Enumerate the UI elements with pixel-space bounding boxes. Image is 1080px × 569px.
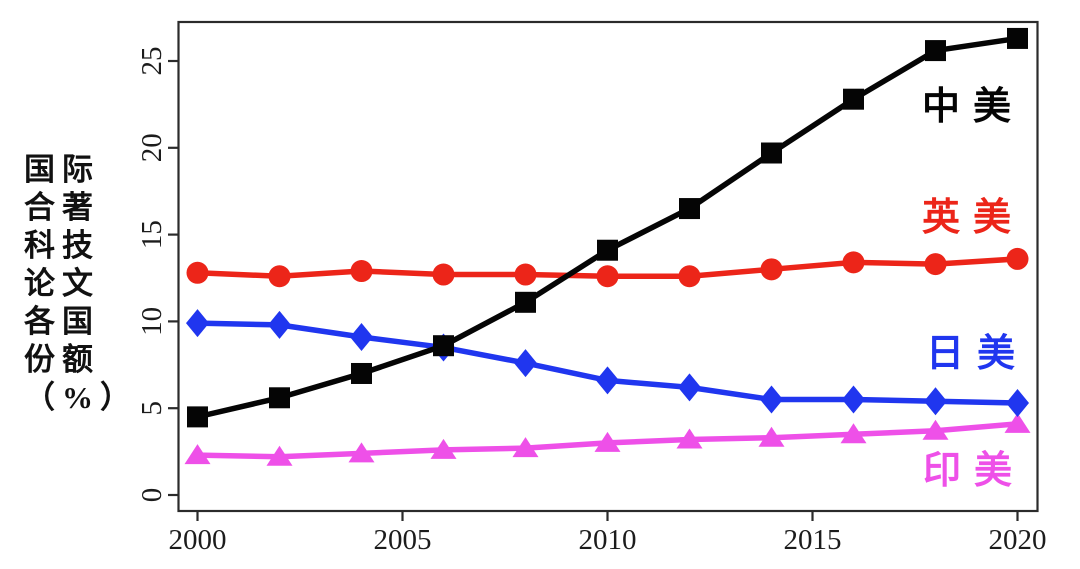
data-point-triangle	[594, 431, 621, 452]
data-point-square	[761, 142, 782, 164]
data-point-triangle	[348, 442, 375, 463]
data-point-diamond	[514, 349, 537, 378]
x-axis-tick-label: 2015	[784, 524, 842, 556]
data-point-square	[351, 362, 372, 384]
data-point-diamond	[678, 373, 701, 402]
x-axis-tick-label: 2000	[169, 524, 227, 556]
data-point-square	[269, 387, 290, 409]
data-point-triangle	[676, 428, 703, 449]
data-point-square	[187, 406, 208, 428]
legend-label: 日美	[926, 333, 1028, 375]
y-axis-tick-label: 0	[136, 488, 168, 503]
series-line-square	[196, 35, 1018, 420]
x-axis-tick-label: 2010	[579, 524, 637, 556]
data-point-triangle	[840, 423, 867, 444]
data-point-square	[925, 40, 946, 62]
data-point-triangle	[758, 426, 785, 447]
y-axis-tick-label: 25	[136, 47, 168, 76]
data-point-square	[433, 335, 454, 357]
data-point-triangle	[922, 419, 949, 440]
legend-label: 印美	[923, 450, 1025, 492]
data-point-circle	[350, 260, 373, 283]
y-axis-tick-label: 20	[136, 133, 168, 162]
y-axis-tick-label: 10	[136, 307, 168, 336]
data-point-triangle	[266, 445, 293, 466]
y-axis-title-line: （%）	[24, 380, 138, 415]
data-point-diamond	[350, 323, 373, 352]
data-point-circle	[596, 265, 619, 288]
data-point-circle	[514, 263, 537, 286]
data-point-triangle	[430, 438, 457, 459]
data-point-diamond	[268, 310, 291, 339]
y-axis-title: 国际 合著 科技 论文 各国 份额 （%）	[24, 151, 138, 417]
data-point-circle	[760, 258, 783, 281]
data-point-triangle	[184, 444, 211, 465]
data-point-circle	[186, 261, 209, 284]
data-point-circle	[842, 251, 865, 274]
data-point-diamond	[186, 309, 209, 338]
data-point-square	[843, 88, 864, 110]
y-axis-title-line: 各国	[24, 304, 100, 339]
data-point-triangle	[512, 437, 539, 458]
data-point-circle	[268, 265, 291, 288]
y-axis-title-line: 国际	[24, 152, 100, 187]
y-axis-title-line: 论文	[24, 266, 100, 301]
legend-label: 英美	[922, 197, 1024, 239]
data-point-square	[597, 239, 618, 261]
data-point-circle	[924, 253, 947, 276]
y-axis-tick-label: 5	[136, 401, 168, 416]
data-point-triangle	[1004, 412, 1031, 433]
data-point-diamond	[924, 387, 947, 416]
data-point-diamond	[1006, 388, 1029, 417]
y-axis-tick-label: 15	[136, 220, 168, 249]
data-point-square	[679, 198, 700, 220]
data-point-circle	[432, 263, 455, 286]
data-point-circle	[1006, 247, 1029, 270]
data-point-circle	[678, 265, 701, 288]
legend-label: 中美	[922, 86, 1024, 128]
x-axis-tick-label: 2020	[989, 524, 1047, 556]
x-axis-tick-label: 2005	[374, 524, 432, 556]
y-axis-title-line: 份额	[24, 342, 100, 377]
y-axis-title-line: 科技	[24, 228, 100, 263]
y-axis-title-line: 合著	[24, 190, 100, 225]
data-point-diamond	[596, 366, 619, 395]
data-point-diamond	[760, 385, 783, 414]
data-point-square	[1007, 27, 1028, 49]
data-point-diamond	[842, 385, 865, 414]
data-point-square	[515, 291, 536, 313]
